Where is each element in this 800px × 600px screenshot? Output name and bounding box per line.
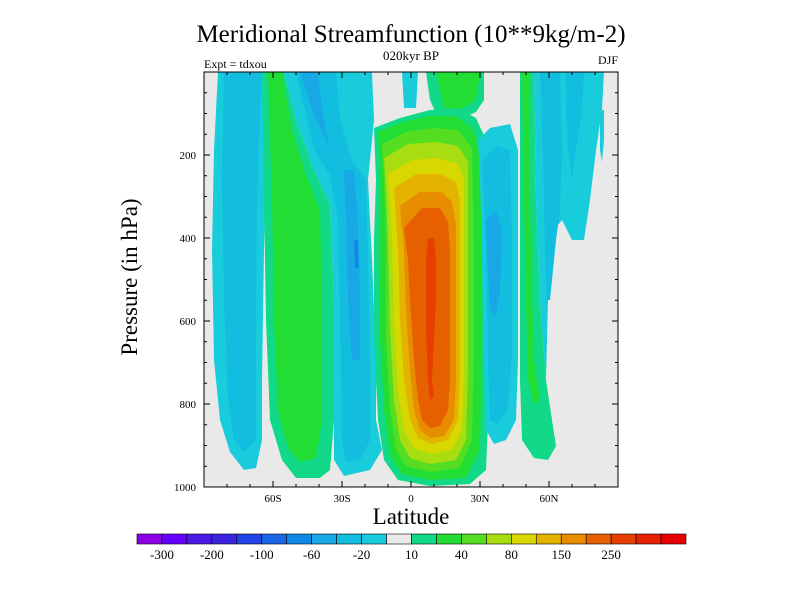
x-tick-label: 60N <box>540 493 559 505</box>
colorbar-swatch <box>286 533 312 545</box>
colorbar-swatch <box>186 533 213 545</box>
colorbar-label: 40 <box>455 547 468 562</box>
colorbar-label: 250 <box>601 547 621 562</box>
x-tick-label: 0 <box>408 493 414 505</box>
colorbar-swatch <box>336 533 362 545</box>
y-tick-label: 400 <box>180 233 197 245</box>
colorbar-swatch <box>161 533 188 545</box>
colorbar-label: 80 <box>505 547 518 562</box>
nh-polar-cell-2-inner <box>540 72 562 300</box>
sh-hadley-cell-spot <box>354 240 359 268</box>
y-tick-label: 1000 <box>174 482 197 494</box>
x-axis-label: Latitude <box>373 504 450 529</box>
colorbar-swatch <box>486 533 512 545</box>
colorbar-swatch <box>261 533 288 545</box>
colorbar-swatch <box>136 533 163 545</box>
season-label: DJF <box>598 53 618 67</box>
colorbar-label: -20 <box>353 547 370 562</box>
colorbar-swatch <box>560 533 587 545</box>
sh-polar-cell-inner <box>222 72 262 452</box>
experiment-label: Expt = tdxou <box>204 57 267 71</box>
colorbar-swatch <box>535 533 562 545</box>
plot-area: 60S 30S 0 30N 60N 200 400 600 800 1000 <box>174 71 619 505</box>
x-tick-label: 30S <box>333 493 350 505</box>
y-axis: 200 400 600 800 1000 <box>174 92 618 494</box>
x-tick-label: 30N <box>471 493 490 505</box>
colorbar: -300 -200 -100 -60 -20 10 40 80 150 250 <box>136 533 687 562</box>
y-tick-label: 800 <box>180 399 197 411</box>
colorbar-swatch <box>311 533 337 545</box>
nh-polar-cell-inner <box>522 72 540 404</box>
contour-fills <box>212 72 604 486</box>
colorbar-swatch <box>386 533 412 545</box>
colorbar-label: 150 <box>551 547 571 562</box>
colorbar-swatch <box>511 533 537 545</box>
colorbar-label: -100 <box>250 547 274 562</box>
colorbar-swatch <box>236 533 263 545</box>
y-axis-label: Pressure (in hPa) <box>117 198 142 355</box>
colorbar-swatch <box>585 533 612 545</box>
colorbar-swatch <box>635 533 662 545</box>
colorbar-label: -200 <box>200 547 224 562</box>
nh-ferrel-cell-core <box>486 210 502 316</box>
colorbar-swatch <box>610 533 637 545</box>
y-tick-label: 200 <box>180 150 197 162</box>
x-axis: 60S 30S 0 30N 60N <box>226 72 596 505</box>
colorbar-swatch <box>411 533 437 545</box>
y-tick-label: 600 <box>180 316 197 328</box>
nh-hadley-cell-core <box>426 238 436 400</box>
colorbar-swatch <box>660 533 687 545</box>
x-tick-label: 60S <box>264 493 281 505</box>
colorbar-swatch <box>361 533 387 545</box>
colorbar-label: 10 <box>405 547 418 562</box>
nh-polar-cell-2-core <box>566 72 584 180</box>
colorbar-swatch <box>461 533 487 545</box>
sh-hadley-cell-core-2 <box>344 170 360 360</box>
colorbar-label: -60 <box>303 547 320 562</box>
colorbar-label: -300 <box>150 547 174 562</box>
chart-subtitle: 020kyr BP <box>383 48 439 63</box>
nh-polar-cell-3 <box>600 110 604 162</box>
tropical-upper-band <box>402 72 418 108</box>
colorbar-swatch <box>436 533 462 545</box>
colorbar-swatch <box>211 533 238 545</box>
chart-title: Meridional Streamfunction (10**9kg/m-2) <box>196 21 625 48</box>
sh-ferrel-cell-inner <box>268 72 322 462</box>
sh-hadley-cell-mid <box>296 72 370 462</box>
sh-hadley-cell-core <box>300 72 330 150</box>
tropical-upper-band-3 <box>436 72 480 110</box>
